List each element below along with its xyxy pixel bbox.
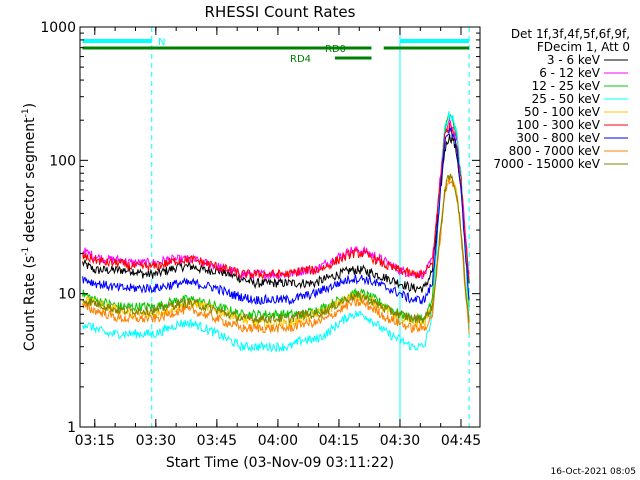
series-line xyxy=(82,113,470,324)
y-tick-label: 1000 xyxy=(40,20,76,36)
timestamp: 16-Oct-2021 08:05 xyxy=(551,467,636,477)
series-line xyxy=(82,173,470,325)
x-tick-label: 03:30 xyxy=(136,433,176,449)
series-line xyxy=(82,134,470,294)
night-label: N xyxy=(158,37,165,48)
legend-entry-label: 12 - 25 keV xyxy=(532,79,601,93)
x-tick-label: 03:15 xyxy=(75,433,115,449)
series-lines xyxy=(82,111,470,353)
series-line xyxy=(82,122,470,280)
y-tick-label: 1 xyxy=(67,420,76,436)
x-tick-label: 04:30 xyxy=(380,433,420,449)
rd0-label: RD0 xyxy=(325,44,346,55)
legend-entry-label: 25 - 50 keV xyxy=(532,92,601,106)
plot-frame xyxy=(79,26,481,428)
x-axis-label: Start Time (03-Nov-09 03:11:22) xyxy=(166,455,394,471)
y-axis-label-part3: ) xyxy=(22,103,38,108)
x-tick-label: 03:45 xyxy=(197,433,237,449)
legend-entry-label: 300 - 800 keV xyxy=(516,131,600,145)
legend-entry-label: 7000 - 15000 keV xyxy=(493,157,600,171)
legend-entry-label: 50 - 100 keV xyxy=(524,105,601,119)
legend-entry-label: 100 - 300 keV xyxy=(516,118,600,132)
series-line xyxy=(82,117,470,281)
x-tick-label: 04:00 xyxy=(258,433,298,449)
y-axis-label-sup2: -1 xyxy=(21,108,31,117)
y-axis: 1 10 100 1000 xyxy=(40,20,480,436)
y-axis-label-part1: Count Rate (s xyxy=(22,256,38,351)
y-tick-label: 100 xyxy=(49,153,76,169)
series-line xyxy=(82,126,470,306)
x-tick-label: 04:45 xyxy=(441,433,481,449)
legend-entry-label: 3 - 6 keV xyxy=(547,53,601,67)
legend-entry-label: 800 - 7000 keV xyxy=(509,144,601,158)
x-axis: 03:15 03:30 03:45 04:00 04:15 04:30 04:45 xyxy=(75,27,481,449)
y-tick-label: 10 xyxy=(58,287,76,303)
chart-title: RHESSI Count Rates xyxy=(205,3,356,21)
y-axis-label-sup1: -1 xyxy=(21,247,31,256)
series-line xyxy=(82,111,470,353)
series-line xyxy=(82,175,470,329)
legend-entry-label: 6 - 12 keV xyxy=(539,66,601,80)
x-tick-label: 04:15 xyxy=(319,433,359,449)
annotation-bars xyxy=(82,39,470,60)
legend-header-line2: FDecim 1, Att 0 xyxy=(537,40,630,54)
y-axis-label: Count Rate (s-1 detector segment-1) xyxy=(21,103,38,351)
y-axis-label-part2: detector segment xyxy=(22,117,38,247)
vertical-markers xyxy=(151,27,470,427)
legend-header-line1: Det 1f,3f,4f,5f,6f,9f, xyxy=(511,27,630,41)
series-line xyxy=(82,175,470,334)
rd4-label: RD4 xyxy=(290,54,311,65)
